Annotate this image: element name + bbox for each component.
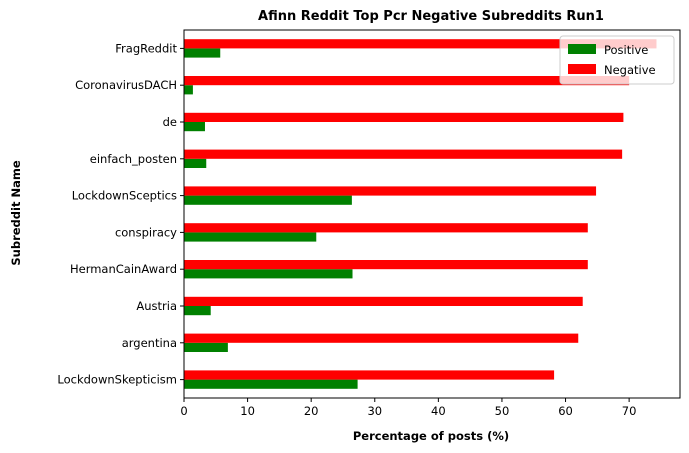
bar-negative [184,76,630,86]
y-tick-label: einfach_posten [90,152,177,166]
x-tick-label: 50 [495,404,510,418]
bar-positive [184,48,221,58]
bar-positive [184,342,228,352]
legend-swatch-negative [568,64,596,74]
y-tick-label: LockdownSceptics [72,189,177,203]
bar-negative [184,370,555,380]
x-tick-label: 60 [558,404,573,418]
bar-positive [184,158,207,168]
x-tick-label: 40 [431,404,446,418]
bar-negative [184,149,623,159]
y-tick-label: conspiracy [115,225,177,239]
legend: Positive Negative [559,35,675,85]
legend-swatch-positive [568,44,596,54]
x-tick-label: 70 [622,404,637,418]
x-tick-label: 20 [304,404,319,418]
x-tick-label: 30 [367,404,382,418]
y-axis-label: Subreddit Name [9,160,23,265]
bar-positive [184,122,205,132]
bar-negative [184,223,588,233]
y-tick-label: LockdownSkepticism [57,373,177,387]
bar-positive [184,306,211,316]
chart-title: Afinn Reddit Top Pcr Negative Subreddits… [258,9,604,24]
bar-negative [184,296,583,306]
plot-frame [183,29,681,399]
bar-negative [184,39,657,49]
x-tick-label: 0 [180,404,187,418]
bar-positive [184,232,317,242]
x-axis-label: Percentage of posts (%) [353,429,509,443]
y-tick-label: FragReddit [115,41,177,55]
y-tick-label: de [163,115,177,129]
legend-label-positive: Positive [604,43,648,57]
bar-negative [184,333,579,343]
bar-positive [184,379,358,389]
bar-positive [184,269,353,279]
legend-label-negative: Negative [604,63,656,77]
y-tick-label: Austria [136,299,177,313]
y-tick-label: CoronavirusDACH [75,78,177,92]
y-tick-label: HermanCainAward [70,262,177,276]
x-tick-label: 10 [240,404,255,418]
bar-negative [184,186,597,196]
bar-negative [184,112,624,122]
plot-area: FragReddit CoronavirusDACH de einfach_poste… [57,29,681,418]
bar-negative [184,260,588,270]
bar-positive [184,85,193,95]
bar-positive [184,195,352,205]
y-tick-label: argentina [122,336,177,350]
